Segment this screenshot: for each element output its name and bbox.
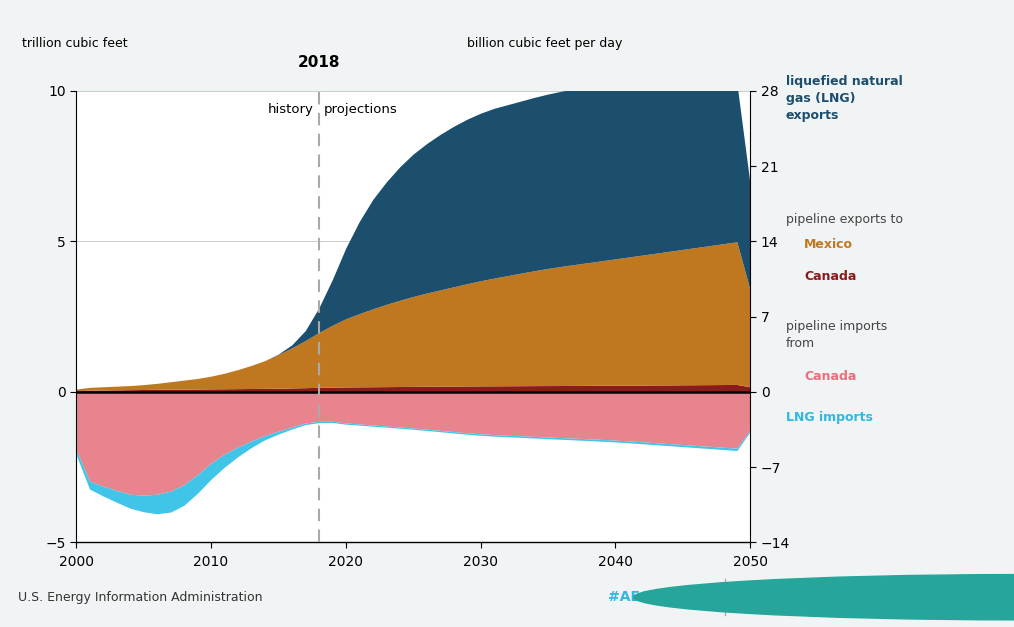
Text: Canada: Canada bbox=[804, 370, 857, 383]
Text: Canada: Canada bbox=[804, 270, 857, 283]
Text: Mexico: Mexico bbox=[804, 238, 853, 251]
Text: www.eia.gov/aeo: www.eia.gov/aeo bbox=[732, 591, 840, 604]
Text: U.S. Energy Information Administration: U.S. Energy Information Administration bbox=[18, 591, 263, 604]
Circle shape bbox=[634, 574, 1014, 620]
Text: pipeline exports to: pipeline exports to bbox=[786, 213, 902, 226]
Text: history: history bbox=[268, 103, 313, 116]
Text: projections: projections bbox=[324, 103, 397, 116]
Text: liquefied natural
gas (LNG)
exports: liquefied natural gas (LNG) exports bbox=[786, 75, 902, 122]
Text: trillion cubic feet: trillion cubic feet bbox=[22, 37, 128, 50]
Text: 2018: 2018 bbox=[297, 55, 340, 70]
Text: LNG imports: LNG imports bbox=[786, 411, 873, 424]
Text: #AEO2019: #AEO2019 bbox=[608, 590, 691, 604]
Text: pipeline imports
from: pipeline imports from bbox=[786, 320, 887, 350]
Text: billion cubic feet per day: billion cubic feet per day bbox=[467, 37, 623, 50]
